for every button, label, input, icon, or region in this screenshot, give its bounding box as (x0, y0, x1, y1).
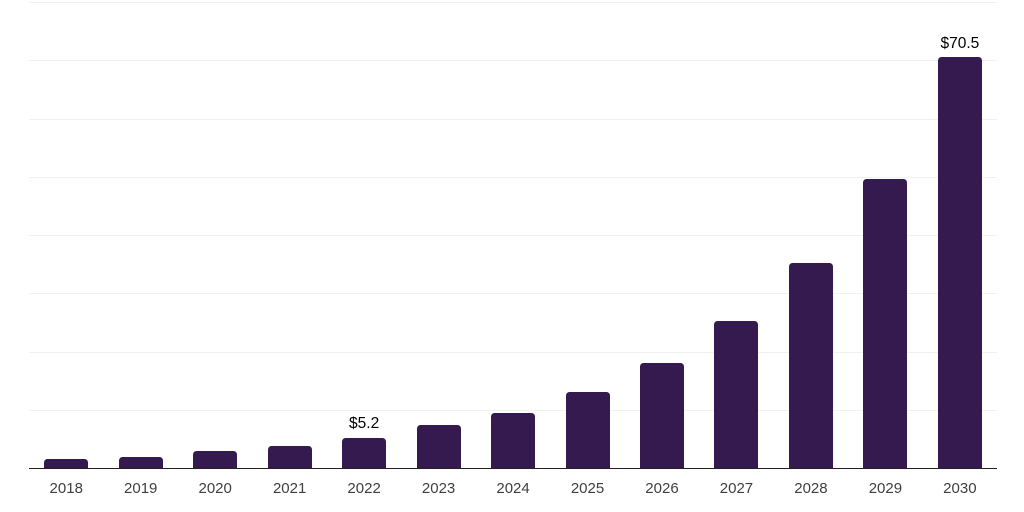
bar-2021 (267, 445, 312, 468)
bar-slot-2027 (699, 2, 773, 468)
x-axis-label-2018: 2018 (49, 480, 83, 497)
x-axis-label-2030: 2030 (943, 480, 977, 497)
bar-2026 (639, 363, 684, 468)
x-axis-label-2022: 2022 (347, 480, 381, 497)
x-axis: 2018 2019 2020 2021 2022 2023 2024 2025 2026 2027… (29, 479, 997, 499)
bar-slot-2022: $5.2 (327, 2, 401, 468)
bar-series: $5.2 $70.5 (29, 2, 997, 468)
bar-2020 (193, 451, 238, 468)
x-axis-label-2026: 2026 (645, 480, 679, 497)
plot-area: $5.2 $70.5 (29, 2, 997, 469)
x-axis-label-2024: 2024 (496, 480, 530, 497)
bar-2018 (44, 459, 89, 468)
bar-slot-2024 (476, 2, 550, 468)
bar-2024 (491, 412, 536, 468)
gridline (29, 351, 997, 353)
bar-2028 (788, 262, 833, 468)
bar-slot-2029 (848, 2, 922, 468)
bar-slot-2030: $70.5 (923, 2, 997, 468)
x-axis-label-2021: 2021 (272, 480, 307, 497)
bar-2029 (863, 178, 908, 468)
bar-value-label-2022: $5.2 (349, 415, 380, 433)
bar-2025 (565, 391, 610, 468)
x-axis-label-2025: 2025 (570, 480, 605, 497)
bar-2023 (416, 425, 461, 468)
bar-slot-2025 (550, 2, 624, 468)
x-axis-label-2028: 2028 (794, 480, 828, 497)
gridline (29, 293, 997, 295)
x-axis-label-2019: 2019 (124, 480, 158, 497)
bar-slot-2021 (252, 2, 326, 468)
x-axis-label-2027: 2027 (719, 480, 754, 497)
bar-slot-2023 (401, 2, 475, 468)
bar-2030 (937, 57, 982, 468)
bar-2022 (342, 437, 387, 468)
gridline (29, 2, 997, 3)
gridline (29, 60, 997, 62)
gridline (29, 118, 997, 120)
gridline (29, 409, 997, 411)
gridline (29, 176, 997, 178)
x-axis-label-2023: 2023 (421, 480, 456, 497)
x-axis-label-2020: 2020 (198, 480, 232, 497)
bar-2019 (118, 456, 163, 468)
x-axis-label-2029: 2029 (868, 480, 903, 497)
bar-value-label-2030: $70.5 (940, 34, 980, 52)
gridline (29, 235, 997, 236)
bar-slot-2019 (103, 2, 177, 468)
bar-slot-2018 (29, 2, 103, 468)
bar-slot-2028 (774, 2, 848, 468)
bar-2027 (714, 321, 759, 468)
bar-slot-2020 (178, 2, 252, 468)
bar-slot-2026 (625, 2, 699, 468)
